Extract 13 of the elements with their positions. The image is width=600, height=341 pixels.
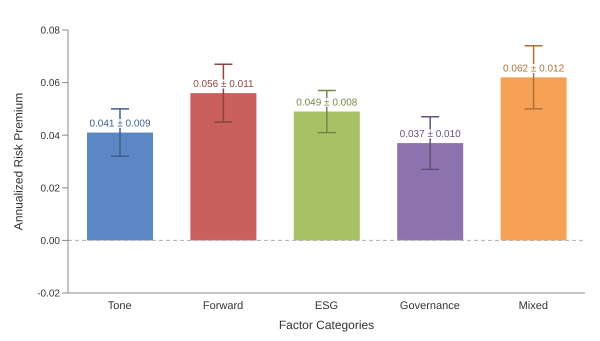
y-tick-label: -0.02 — [37, 288, 60, 300]
x-tick-label: Mixed — [518, 300, 548, 312]
x-tick-label: ESG — [314, 300, 338, 312]
x-tick-label: Forward — [202, 300, 244, 312]
x-tick-label: Governance — [400, 300, 460, 312]
x-tick-label: Tone — [108, 300, 132, 312]
y-tick-label: 0.08 — [40, 26, 60, 37]
y-tick-label: 0.02 — [40, 183, 60, 194]
y-axis-title: Annualized Risk Premium — [11, 92, 26, 230]
y-tick-label: 0.06 — [40, 78, 60, 90]
y-tick-label: 0.00 — [40, 236, 60, 247]
x-axis-title: Factor Categories — [278, 318, 374, 332]
y-tick-label: 0.04 — [40, 130, 60, 142]
